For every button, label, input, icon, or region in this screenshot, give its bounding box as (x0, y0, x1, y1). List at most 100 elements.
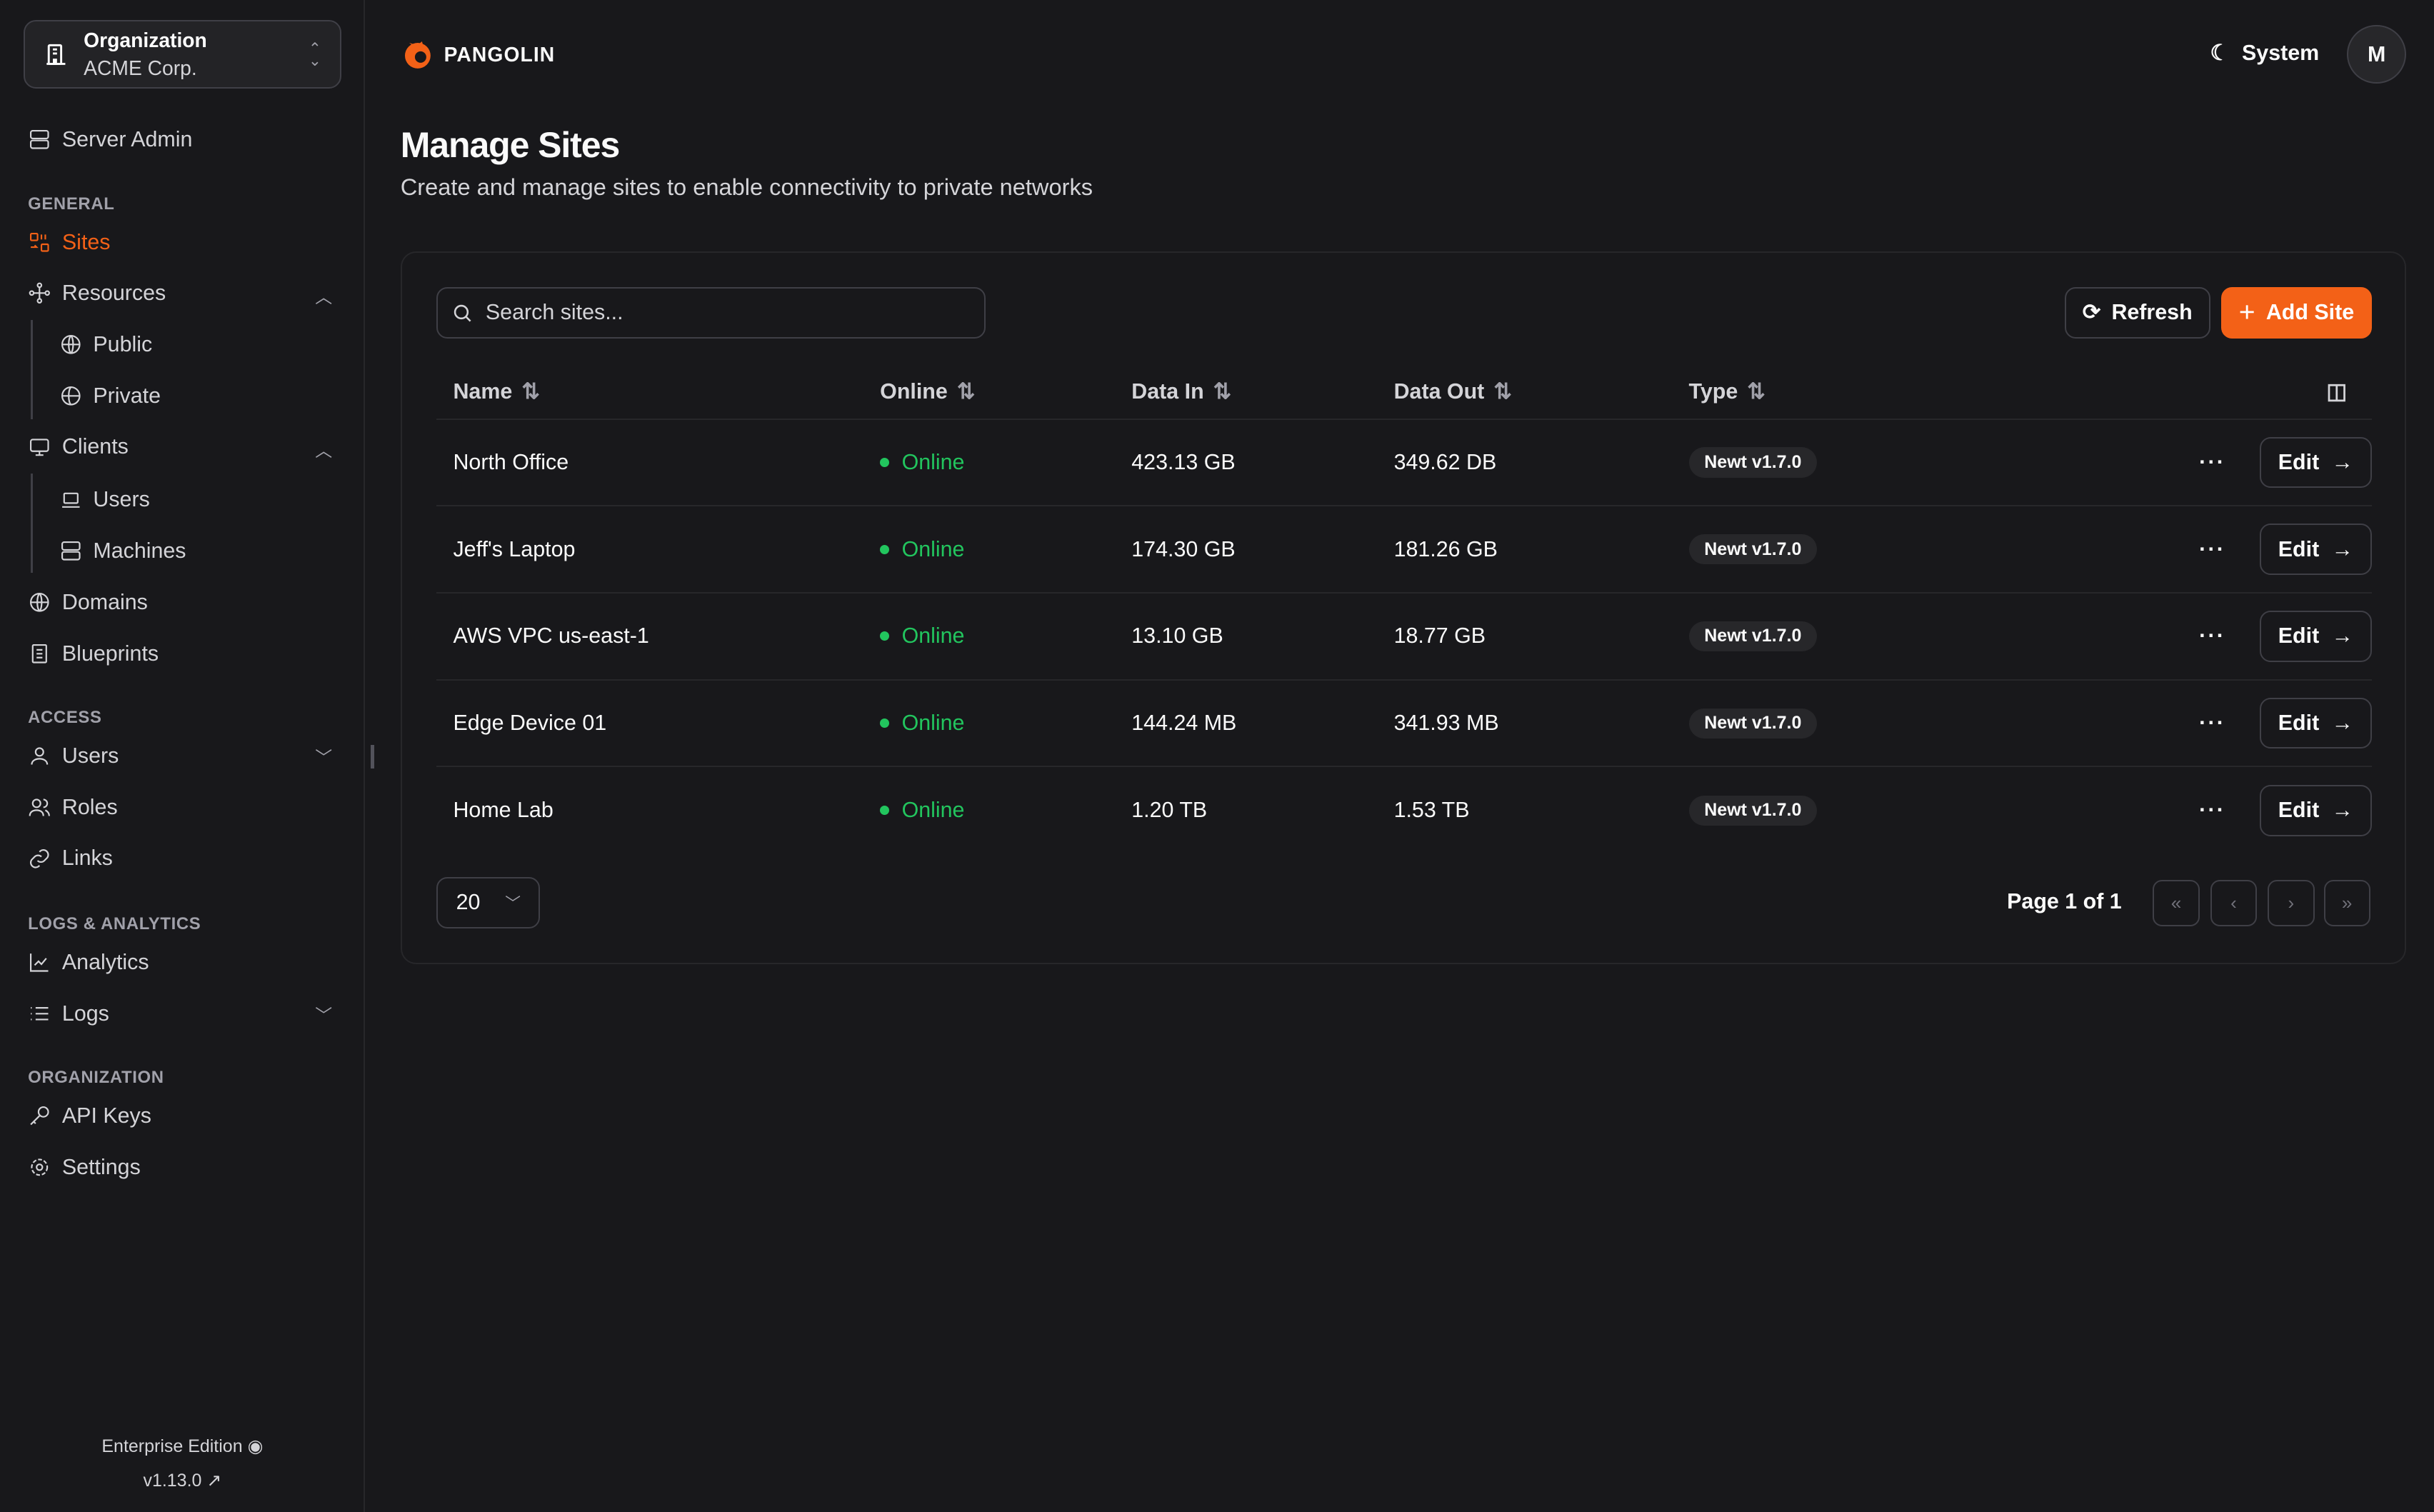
sidebar-item-resources[interactable]: Resources (28, 278, 166, 309)
cell-actions: ··· Edit → (1982, 506, 2372, 594)
more-actions-icon[interactable]: ··· (2199, 798, 2226, 823)
sidebar-item-users[interactable]: Users (28, 741, 119, 771)
sidebar-item-logs[interactable]: Logs (28, 998, 109, 1029)
label: Server Admin (61, 127, 193, 152)
edit-label: Edit (2278, 798, 2320, 823)
chevron-down-icon[interactable]: ﹀ (315, 1006, 333, 1026)
status-dot (880, 457, 890, 467)
sidebar-item-server-admin[interactable]: Server Admin (28, 124, 192, 155)
column-header-data-out[interactable]: Data Out ⇅ (1376, 364, 1672, 420)
org-name: ACME Corp. (84, 56, 197, 80)
sidebar-item-roles[interactable]: Roles (28, 791, 118, 822)
more-actions-icon[interactable]: ··· (2199, 624, 2226, 649)
github-icon: ◉ (247, 1436, 264, 1457)
cell-online: Online (863, 766, 1114, 853)
column-header-data-in[interactable]: Data In ⇅ (1114, 364, 1377, 420)
cell-data-in: 13.10 GB (1114, 593, 1377, 681)
refresh-button[interactable]: ⟳ Refresh (2064, 286, 2210, 339)
chevron-up-icon[interactable]: ︿ (315, 287, 333, 307)
search-field[interactable] (436, 286, 986, 339)
edit-label: Edit (2278, 711, 2320, 736)
org-switcher[interactable]: Organization ACME Corp. ⌃ ⌄ (23, 20, 342, 89)
edit-label: Edit (2278, 624, 2320, 649)
status-text: Online (901, 711, 965, 736)
more-actions-icon[interactable]: ··· (2199, 449, 2226, 474)
page-size-select[interactable]: 20 ﹀ (436, 876, 541, 928)
column-header-type[interactable]: Type ⇅ (1671, 364, 1983, 420)
edit-button[interactable]: Edit → (2259, 697, 2372, 749)
last-page-button[interactable]: » (2323, 880, 2370, 927)
status-text: Online (901, 536, 965, 561)
arrow-right-icon: → (2331, 711, 2353, 736)
section-access: ACCESS (28, 708, 102, 728)
chevron-down-icon: ﹀ (505, 894, 521, 913)
edit-button[interactable]: Edit → (2259, 524, 2372, 576)
cell-data-out: 341.93 MB (1376, 679, 1672, 768)
edit-button[interactable]: Edit → (2259, 784, 2372, 836)
user-avatar[interactable]: M (2347, 24, 2406, 84)
sidebar-item-machines[interactable]: Machines (59, 536, 186, 566)
sort-icon: ⇅ (956, 379, 976, 404)
edit-button[interactable]: Edit → (2259, 436, 2372, 489)
label: Logs (61, 1001, 109, 1026)
header-label: Online (880, 379, 948, 404)
sites-card: ⟳ Refresh + Add Site Name ⇅ Online ⇅ Data In… (400, 251, 2406, 964)
version-info[interactable]: v1.13.0 ↗ (0, 1470, 365, 1491)
main-content: PANGOLIN ☾ System M Manage Sites Create a… (366, 0, 2434, 1512)
sidebar-item-links[interactable]: Links (28, 843, 113, 873)
add-site-label: Add Site (2265, 300, 2355, 325)
cell-type: Newt v1.7.0 (1671, 593, 1983, 681)
server-icon (61, 541, 81, 561)
sidebar-item-blueprints[interactable]: Blueprints (28, 638, 159, 669)
add-site-button[interactable]: + Add Site (2221, 286, 2372, 339)
server-icon (30, 130, 49, 149)
cell-actions: ··· Edit → (1982, 419, 2372, 507)
cell-data-out: 1.53 TB (1393, 798, 1470, 823)
cell-data-in: 1.20 TB (1131, 798, 1208, 823)
brand-name: PANGOLIN (444, 42, 556, 66)
next-page-button[interactable]: › (2268, 880, 2315, 927)
building-icon (46, 44, 66, 65)
more-actions-icon[interactable]: ··· (2199, 711, 2226, 736)
more-actions-icon[interactable]: ··· (2199, 536, 2226, 561)
chevron-down-icon[interactable]: ﹀ (315, 749, 333, 768)
header-label: Data In (1131, 379, 1204, 404)
search-input[interactable] (485, 300, 951, 326)
arrow-right-icon: → (2331, 536, 2353, 561)
cell-name: Jeff's Laptop (436, 506, 863, 594)
sidebar-item-domains[interactable]: Domains (28, 587, 148, 618)
column-toggle[interactable]: ◫ (1982, 364, 2372, 420)
column-header-name[interactable]: Name ⇅ (436, 364, 863, 420)
sidebar-item-public[interactable]: Public (59, 329, 152, 360)
column-header-online[interactable]: Online ⇅ (863, 364, 1115, 420)
edit-button[interactable]: Edit → (2259, 611, 2372, 662)
edition-info[interactable]: Enterprise Edition ◉ (0, 1436, 365, 1457)
sidebar-item-sites[interactable]: Sites (28, 226, 111, 257)
sidebar-item-private[interactable]: Private (59, 381, 161, 411)
theme-toggle[interactable]: ☾ System (2210, 41, 2319, 66)
sidebar-item-api-keys[interactable]: API Keys (28, 1101, 151, 1131)
cell-actions: ··· Edit → (1982, 679, 2372, 768)
header-label: Data Out (1393, 379, 1485, 404)
status-dot (880, 719, 890, 729)
prev-page-button[interactable]: ‹ (2210, 880, 2258, 927)
sidebar-item-clients[interactable]: Clients (28, 431, 129, 462)
sidebar-item-analytics[interactable]: Analytics (28, 947, 149, 978)
type-badge: Newt v1.7.0 (1688, 795, 1818, 826)
first-page-button[interactable]: « (2153, 880, 2200, 927)
sidebar-item-settings[interactable]: Settings (28, 1152, 141, 1183)
brand-logo[interactable]: PANGOLIN (401, 37, 556, 71)
chevron-up-icon[interactable]: ︿ (315, 441, 333, 461)
file-text-icon (31, 644, 47, 664)
label: Machines (93, 539, 186, 564)
cell-actions: ··· Edit → (1982, 593, 2372, 681)
link-icon (30, 848, 49, 868)
label: Sites (61, 229, 111, 254)
section-general: GENERAL (28, 194, 115, 214)
cell-online: Online (863, 593, 1115, 681)
pangolin-logo-icon (404, 41, 431, 69)
sidebar-resize-handle[interactable] (371, 745, 374, 768)
label: Resources (61, 281, 166, 306)
tree-line (31, 473, 33, 573)
sidebar-item-client-users[interactable]: Users (59, 484, 150, 515)
